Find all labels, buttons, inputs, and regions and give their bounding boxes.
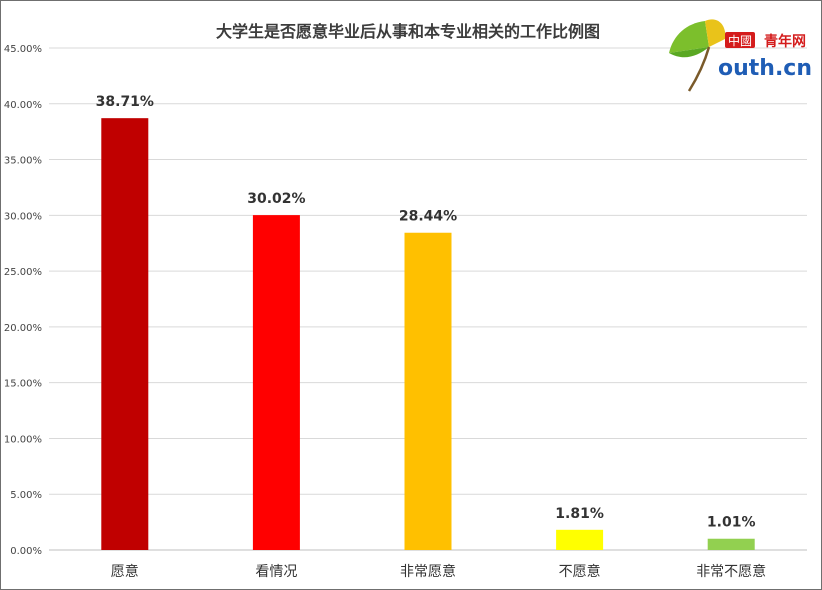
y-tick-label: 10.00% [4, 434, 42, 445]
y-tick-label: 30.00% [4, 211, 42, 222]
logo-site: outh.cn [718, 56, 812, 81]
bars [101, 118, 755, 550]
data-label: 1.81% [555, 506, 604, 522]
chart-title: 大学生是否愿意毕业后从事和本专业相关的工作比例图 [216, 22, 600, 41]
data-labels: 38.71% 30.02% 28.44% 1.81% 1.01% [96, 94, 756, 531]
logo-name: 青年网 [764, 33, 806, 50]
bar [556, 529, 604, 550]
bar [404, 232, 452, 550]
x-tick-label: 看情况 [255, 564, 297, 580]
y-tick-label: 45.00% [4, 44, 42, 55]
youth-cn-logo: 中國 青年网 outh.cn [665, 13, 813, 97]
logo-prefix: 中國 [728, 33, 752, 48]
x-tick-label: 非常愿意 [400, 563, 456, 580]
y-tick-label: 25.00% [4, 267, 42, 278]
y-tick-label: 35.00% [4, 156, 42, 167]
y-tick-label: 0.00% [10, 546, 42, 557]
y-tick-label: 40.00% [4, 100, 42, 111]
bar [707, 538, 755, 550]
data-label: 38.71% [96, 94, 154, 110]
data-label: 30.02% [247, 191, 305, 207]
x-tick-label: 不愿意 [559, 563, 601, 580]
y-tick-label: 5.00% [10, 490, 42, 501]
data-label: 28.44% [399, 209, 457, 225]
ginkgo-leaf-icon: 中國 青年网 outh.cn [669, 19, 812, 92]
bar [252, 215, 300, 550]
x-tick-label: 愿意 [111, 563, 139, 580]
y-tick-label: 15.00% [4, 379, 42, 390]
bar [101, 118, 149, 550]
data-label: 1.01% [707, 515, 756, 531]
x-axis-ticks: 愿意 看情况 非常愿意 不愿意 非常不愿意 [111, 563, 766, 580]
y-tick-label: 20.00% [4, 323, 42, 334]
x-tick-label: 非常不愿意 [696, 563, 766, 580]
y-axis-ticks: 0.00% 5.00% 10.00% 15.00% 20.00% 25.00% 30.00%… [4, 44, 42, 557]
